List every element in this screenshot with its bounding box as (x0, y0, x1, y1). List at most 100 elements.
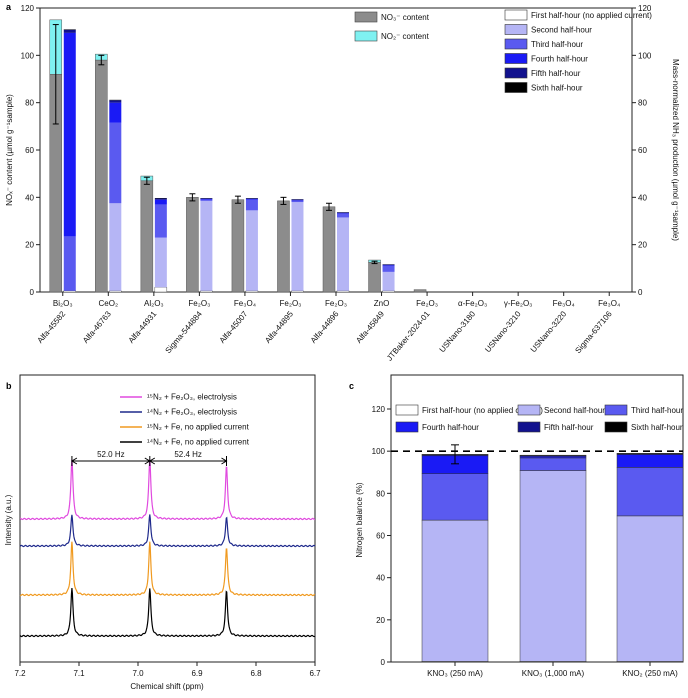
panel-c-bar-segment (520, 458, 586, 471)
panel-a-bar-no3 (141, 181, 153, 292)
panel-a-legend-swatch (505, 68, 527, 78)
panel-a-ytick-label-right: 0 (638, 288, 643, 297)
panel-a-bar-nh3-segment (246, 200, 258, 211)
panel-a-legend-nh3: First half-hour (no applied current)Seco… (505, 10, 652, 93)
panel-c-legend-swatch (518, 422, 540, 432)
panel-c-bar-segment (617, 467, 683, 515)
panel-a-material-label: Al₂O₃ (144, 299, 164, 308)
panel-a-ylabel-right: Mass-normalized NH₃ production (µmol g⁻¹… (671, 59, 680, 241)
panel-b-xtick-label: 6.9 (191, 669, 203, 678)
panel-a-bar-nh3-segment (246, 210, 258, 290)
panel-c-legend-label: Fifth half-hour (544, 423, 594, 432)
panel-c-legend: First half-hour (no applied current)Seco… (396, 405, 683, 432)
panel-a-legend-label: First half-hour (no applied current) (531, 11, 652, 20)
panel-c-legend-swatch (396, 422, 418, 432)
panel-a-bar-nh3-segment (200, 291, 212, 292)
panel-a-material-label: Fe₂O₃ (188, 299, 210, 308)
panel-c-legend-label: Fourth half-hour (422, 423, 479, 432)
panel-c-legend-label: Sixth half-hour (631, 423, 683, 432)
panel-a-material-label: Fe₃O₄ (553, 299, 575, 308)
panel-a-bar-nh3-segment (155, 287, 167, 292)
panel-a-source-label: Alfa-45849 (354, 309, 386, 345)
panel-a-ytick-label-left: 20 (25, 241, 34, 250)
panel-a-bar-nh3-segment (155, 204, 167, 237)
panel-a-bar-nh3-segment (109, 123, 121, 203)
panel-a-bar-nh3-segment (109, 291, 121, 292)
panel-a-bar-nh3-segment (337, 213, 349, 214)
panel-c-bar-segment (422, 520, 488, 661)
panel-a-bar-nh3-segment (64, 33, 76, 237)
panel-c-ytick-label: 40 (376, 574, 385, 583)
panel-a-legend-swatch (355, 12, 377, 22)
panel-a-legend-label: Fifth half-hour (531, 69, 581, 78)
panel-a-bar-nh3-segment (246, 198, 258, 199)
panel-a-source-label: Alfa-46763 (81, 309, 113, 345)
panel-c-legend-label: Third half-hour (631, 406, 683, 415)
panel-a-bar-nh3-segment (291, 199, 303, 200)
panel-c-ylabel: Nitrogen balance (%) (355, 482, 364, 557)
panel-a-bar-no3 (232, 200, 244, 292)
panel-b-xtick-label: 6.7 (309, 669, 321, 678)
panel-a-letter: a (6, 2, 12, 12)
panel-a-material-label: Fe₃O₄ (234, 299, 256, 308)
panel-a-bar-nh3-segment (200, 201, 212, 291)
panel-a-bar-nh3-segment (109, 203, 121, 291)
panel-a-source-label: USNano-3210 (483, 309, 523, 354)
panel-a-x-labels: Bi₂O₃Alfa-45582CeO₂Alfa-46763Al₂O₃Alfa-4… (36, 299, 621, 363)
panel-a-legend-swatch (505, 39, 527, 49)
panel-a-ytick-label-left: 120 (21, 4, 35, 13)
panel-a-material-label: Fe₃O₄ (598, 299, 620, 308)
panel-c-bar-segment (617, 455, 683, 468)
panel-a-bar-nh3-segment (291, 291, 303, 292)
panel-c-legend-swatch (518, 405, 540, 415)
panel-a-bar-nh3-segment (155, 199, 167, 200)
panel-c-bar-segment (617, 516, 683, 661)
panel-a-source-label: Alfa-44931 (127, 309, 159, 345)
panel-c-bar-segment (422, 474, 488, 520)
panel-c-bar-segment (520, 471, 586, 662)
panel-b-xtick-label: 7.0 (132, 669, 144, 678)
panel-a-source-label: Alfa-44896 (309, 309, 341, 345)
panel-c-x-labels: KNO₃ (250 mA)KNO₃ (1,000 mA)KNO₂ (250 mA… (427, 669, 678, 678)
panel-c-letter: c (349, 381, 354, 391)
panel-c-ytick-label: 60 (376, 532, 385, 541)
panel-b-xtick-label: 7.1 (73, 669, 85, 678)
panel-a-bar-nh3-segment (200, 198, 212, 199)
panel-a-bar-nh3-segment (291, 200, 303, 201)
panel-a-legend-swatch (505, 54, 527, 64)
panel-b-coupling-label: 52.0 Hz (97, 450, 125, 459)
panel-a-ytick-label-left: 60 (25, 146, 34, 155)
panel-b-coupling-label: 52.4 Hz (174, 450, 202, 459)
panel-a-material-label: ZnO (374, 299, 390, 308)
panel-a-bar-nh3-segment (383, 266, 395, 272)
panel-a-bar-nh3-segment (200, 199, 212, 200)
panel-a-ytick-label-right: 80 (638, 99, 647, 108)
panel-b-legend-label: ¹⁵N₂ + Fe₂O₃, electrolysis (147, 393, 237, 402)
panel-b-legend-label: ¹⁴N₂ + Fe, no applied current (147, 438, 250, 447)
panel-b-spectra (20, 460, 315, 637)
panel-a-bar-nh3-segment (64, 236, 76, 290)
panel-a-bar-nh3-segment (246, 199, 258, 200)
panel-a-bar-no3 (277, 201, 289, 292)
panel-a-bar-no3 (414, 290, 426, 292)
panel-a-ytick-label-left: 0 (30, 288, 35, 297)
panel-a-legend-label: NO₃⁻ content (381, 13, 430, 22)
panel-a-ytick-label-right: 20 (638, 241, 647, 250)
panel-a-source-label: Sigma-544884 (164, 309, 205, 355)
panel-a-legend-swatch (505, 10, 527, 20)
panel-a-legend-swatch (355, 31, 377, 41)
panel-c-ytick-label: 0 (381, 658, 386, 667)
panel-a-bar-nh3-segment (383, 265, 395, 266)
panel-a-bar-nh3-segment (64, 30, 76, 33)
panel-a-ytick-label-right: 100 (638, 51, 652, 60)
panel-a-ytick-label-left: 40 (25, 193, 34, 202)
panel-b-xtick-label: 7.2 (14, 669, 26, 678)
panel-c-bar-segment (520, 456, 586, 458)
panel-c-legend-swatch (605, 405, 627, 415)
